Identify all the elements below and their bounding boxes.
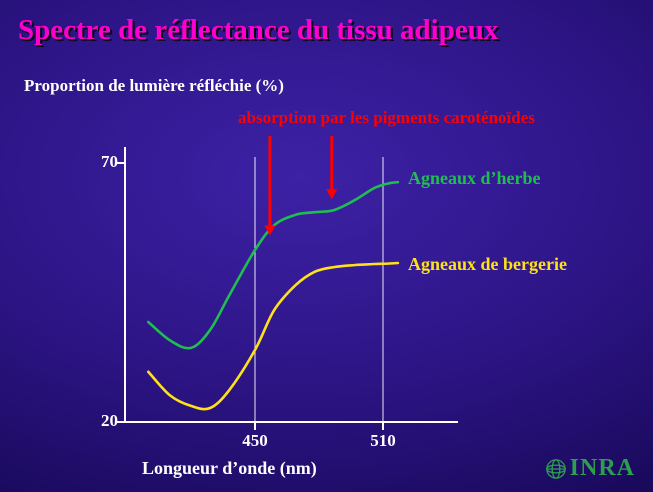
- inra-logo-text: INRA: [569, 455, 635, 481]
- y-tick-label-70: 70: [101, 152, 118, 171]
- legend-agneaux-herbe: Agneaux d’herbe: [408, 168, 541, 188]
- annotation-text: absorption par les pigments caroténoïdes: [238, 108, 535, 127]
- x-axis-title: Longueur d’onde (nm): [142, 458, 317, 478]
- x-tick-label-510: 510: [370, 431, 396, 450]
- inra-logo: INRA: [545, 455, 635, 482]
- slide-title: Spectre de réflectance du tissu adipeux: [18, 14, 499, 46]
- series-line-1: [147, 261, 400, 411]
- legend-agneaux-bergerie: Agneaux de bergerie: [408, 254, 567, 274]
- annotation-arrowhead-1: [326, 189, 338, 200]
- inra-globe-icon: [545, 458, 566, 479]
- y-axis-title: Proportion de lumière réfléchie (%): [24, 76, 284, 95]
- y-tick-label-20: 20: [101, 411, 118, 430]
- annotation-arrowhead-0: [264, 225, 276, 236]
- x-tick-label-450: 450: [242, 431, 268, 450]
- series-line-0: [147, 180, 400, 350]
